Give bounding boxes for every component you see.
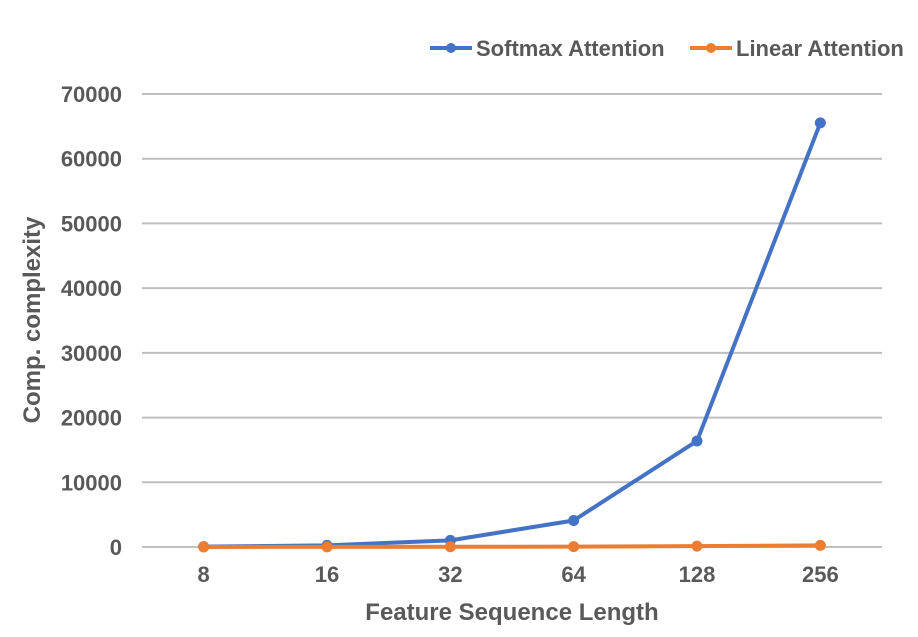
data-point bbox=[198, 541, 210, 553]
x-tick-label: 8 bbox=[198, 562, 210, 587]
legend-label-linear: Linear Attention bbox=[736, 36, 904, 61]
series-lines bbox=[198, 117, 826, 553]
legend-marker-softmax bbox=[446, 43, 456, 53]
x-axis-ticks: 8 16 32 64 128 256 bbox=[198, 562, 839, 587]
data-point bbox=[568, 514, 580, 526]
x-tick-label: 256 bbox=[802, 562, 839, 587]
gridlines bbox=[142, 93, 882, 548]
data-point bbox=[691, 540, 703, 552]
data-point bbox=[814, 539, 826, 551]
y-tick-label: 30000 bbox=[61, 341, 122, 366]
x-axis-title: Feature Sequence Length bbox=[365, 599, 658, 626]
y-tick-label: 60000 bbox=[61, 147, 122, 172]
data-point bbox=[568, 541, 580, 553]
y-tick-label: 40000 bbox=[61, 276, 122, 301]
y-tick-label: 0 bbox=[110, 535, 122, 560]
data-point bbox=[814, 117, 826, 129]
x-tick-label: 64 bbox=[561, 562, 586, 587]
y-tick-label: 20000 bbox=[61, 406, 122, 431]
legend-item-softmax: Softmax Attention bbox=[430, 36, 665, 61]
x-tick-label: 16 bbox=[315, 562, 339, 587]
legend-item-linear: Linear Attention bbox=[690, 36, 904, 61]
data-point bbox=[691, 435, 703, 447]
y-axis-title: Comp. complexity bbox=[19, 216, 46, 423]
y-tick-label: 50000 bbox=[61, 211, 122, 236]
data-point bbox=[321, 541, 333, 553]
legend: Softmax Attention Linear Attention bbox=[430, 36, 904, 61]
series-line-1 bbox=[203, 543, 821, 549]
y-tick-label: 70000 bbox=[61, 82, 122, 107]
y-tick-label: 10000 bbox=[61, 470, 122, 495]
legend-marker-linear bbox=[706, 43, 716, 53]
x-tick-label: 128 bbox=[679, 562, 716, 587]
x-tick-label: 32 bbox=[438, 562, 462, 587]
y-axis-ticks: 0 10000 20000 30000 40000 50000 60000 70000 bbox=[61, 82, 122, 560]
data-point bbox=[444, 541, 456, 553]
legend-label-softmax: Softmax Attention bbox=[476, 36, 665, 61]
